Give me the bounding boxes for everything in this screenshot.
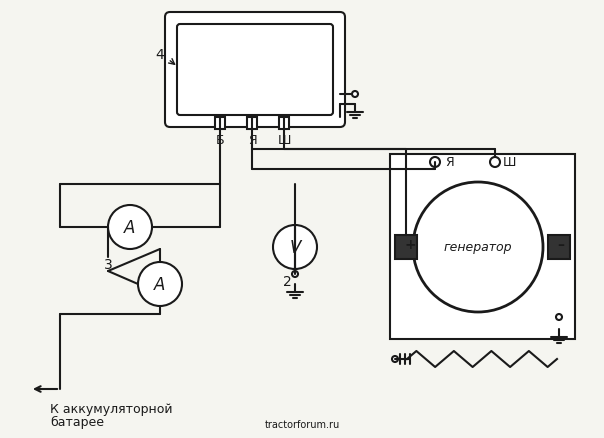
Text: tractorforum.ru: tractorforum.ru [265,419,339,429]
Text: 4: 4 [156,48,164,62]
Circle shape [413,183,543,312]
FancyBboxPatch shape [165,13,345,128]
Text: A: A [124,219,136,237]
Text: К аккумуляторной: К аккумуляторной [50,403,173,416]
Circle shape [352,92,358,98]
Circle shape [556,314,562,320]
Bar [215,118,225,130]
Text: A: A [154,276,165,293]
Circle shape [108,205,152,249]
FancyBboxPatch shape [177,25,333,116]
Circle shape [273,226,317,269]
Circle shape [490,158,500,168]
Text: генератор: генератор [444,241,512,254]
Text: +: + [404,237,416,251]
Text: батарее: батарее [50,414,104,427]
Text: Б: Б [216,133,224,146]
Bar [548,236,570,259]
Bar [247,118,257,130]
Text: 3: 3 [104,258,112,272]
Text: Ш: Ш [503,156,516,169]
Text: Я: Я [248,133,256,146]
Bar [279,118,289,130]
Text: Я: Я [445,156,454,169]
Bar [390,155,575,339]
Text: V: V [289,238,301,256]
Circle shape [392,356,398,362]
Circle shape [430,158,440,168]
Text: Ш: Ш [277,133,291,146]
Bar [395,236,417,259]
Circle shape [292,272,298,277]
Circle shape [138,262,182,306]
Text: –: – [557,237,565,251]
Text: 2: 2 [283,274,291,288]
